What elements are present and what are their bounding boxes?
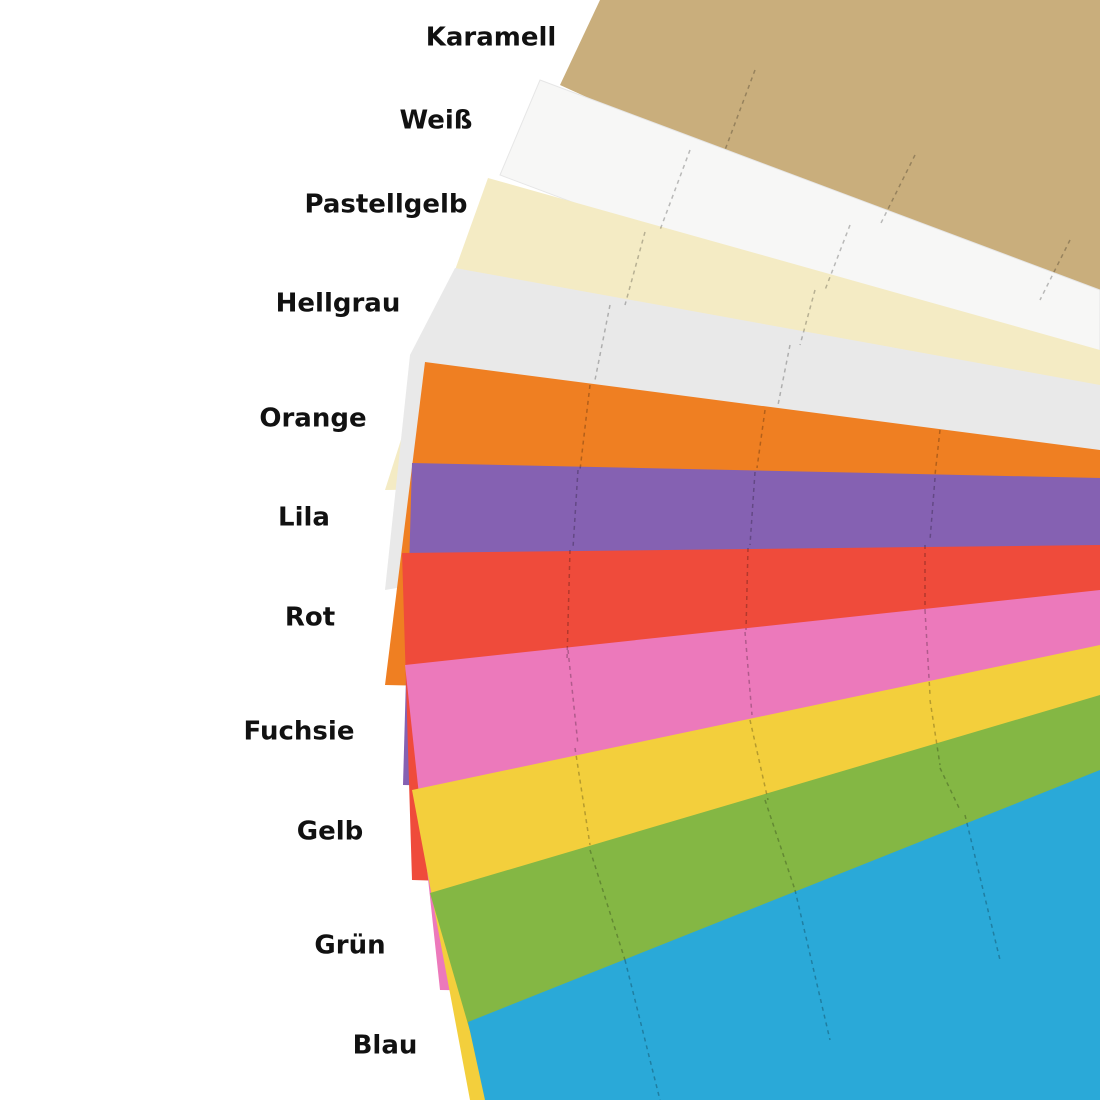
color-label: Hellgrau bbox=[276, 289, 401, 319]
color-label: Weiß bbox=[400, 106, 473, 136]
perforations bbox=[566, 69, 1071, 1100]
color-labels: Karamell Weiß Pastellgelb Hellgrau Orang… bbox=[244, 23, 557, 1061]
color-label: Blau bbox=[353, 1031, 418, 1061]
color-label: Fuchsie bbox=[244, 717, 355, 747]
color-label: Lila bbox=[278, 503, 330, 533]
paper-strips bbox=[385, 0, 1100, 1100]
color-label: Pastellgelb bbox=[304, 190, 467, 220]
color-label: Karamell bbox=[426, 23, 557, 53]
strip-blau bbox=[468, 770, 1100, 1100]
color-label: Rot bbox=[285, 603, 335, 633]
color-label: Grün bbox=[314, 931, 385, 961]
color-label: Gelb bbox=[297, 817, 364, 847]
color-label: Orange bbox=[259, 404, 366, 434]
